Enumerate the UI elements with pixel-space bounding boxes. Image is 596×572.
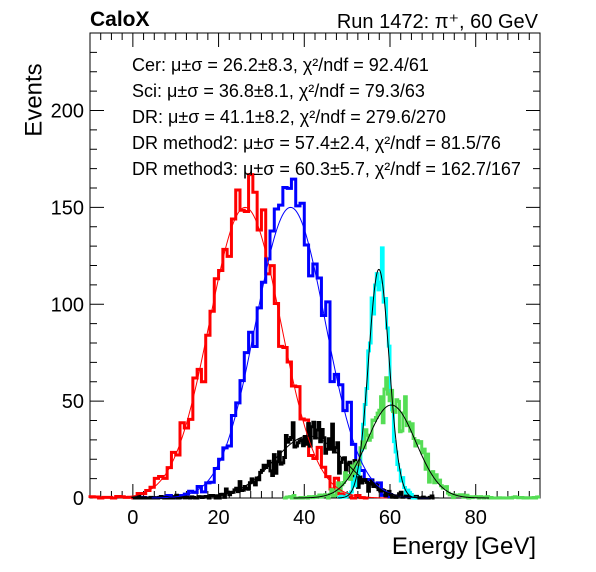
x-axis-label: Energy [GeV] (391, 533, 536, 560)
legend-entry-dr-method3: DR method3: μ±σ = 60.3±5.7, χ²/ndf = 162… (132, 159, 521, 179)
run-info-label: Run 1472: π⁺, 60 GeV (336, 11, 538, 33)
histograms (88, 173, 540, 500)
legend-entry-cer: Cer: μ±σ = 26.2±8.3, χ²/ndf = 92.4/61 (132, 55, 429, 75)
x-tick-label: 80 (465, 507, 487, 529)
x-tick-label: 0 (127, 507, 138, 529)
brand-label: CaloX (90, 8, 150, 31)
fit-legend: Cer: μ±σ = 26.2±8.3, χ²/ndf = 92.4/61 Sc… (132, 52, 521, 182)
hist-dr-method3 (282, 376, 540, 500)
y-axis-label: Events (20, 63, 48, 137)
axis-ticks (89, 32, 541, 499)
fit-dr-method3 (293, 404, 490, 499)
y-tick-label: 150 (51, 197, 84, 219)
y-tick-label: 200 (51, 101, 84, 123)
y-tick-label: 100 (51, 294, 84, 316)
y-tick-label: 0 (73, 488, 84, 510)
fit-curves (102, 206, 490, 499)
fit-dr (168, 435, 450, 499)
fit-dr-method2 (337, 268, 421, 499)
x-tick-label: 60 (379, 507, 401, 529)
legend-entry-dr-method2: DR method2: μ±σ = 57.4±2.4, χ²/ndf = 81.… (132, 133, 501, 153)
tick-labels: 0 20 40 60 80 0 50 100 150 200 (51, 101, 487, 530)
hist-dr-method2 (337, 246, 418, 500)
y-tick-label: 50 (62, 391, 84, 413)
fit-cer (102, 206, 388, 499)
legend-entry-dr: DR: μ±σ = 41.1±8.2, χ²/ndf = 279.6/270 (132, 107, 446, 127)
x-tick-label: 20 (207, 507, 229, 529)
x-tick-label: 40 (293, 507, 315, 529)
legend-entry-sci: Sci: μ±σ = 36.8±8.1, χ²/ndf = 79.3/63 (132, 81, 425, 101)
fit-sci (151, 206, 430, 499)
hist-dr (131, 420, 435, 500)
